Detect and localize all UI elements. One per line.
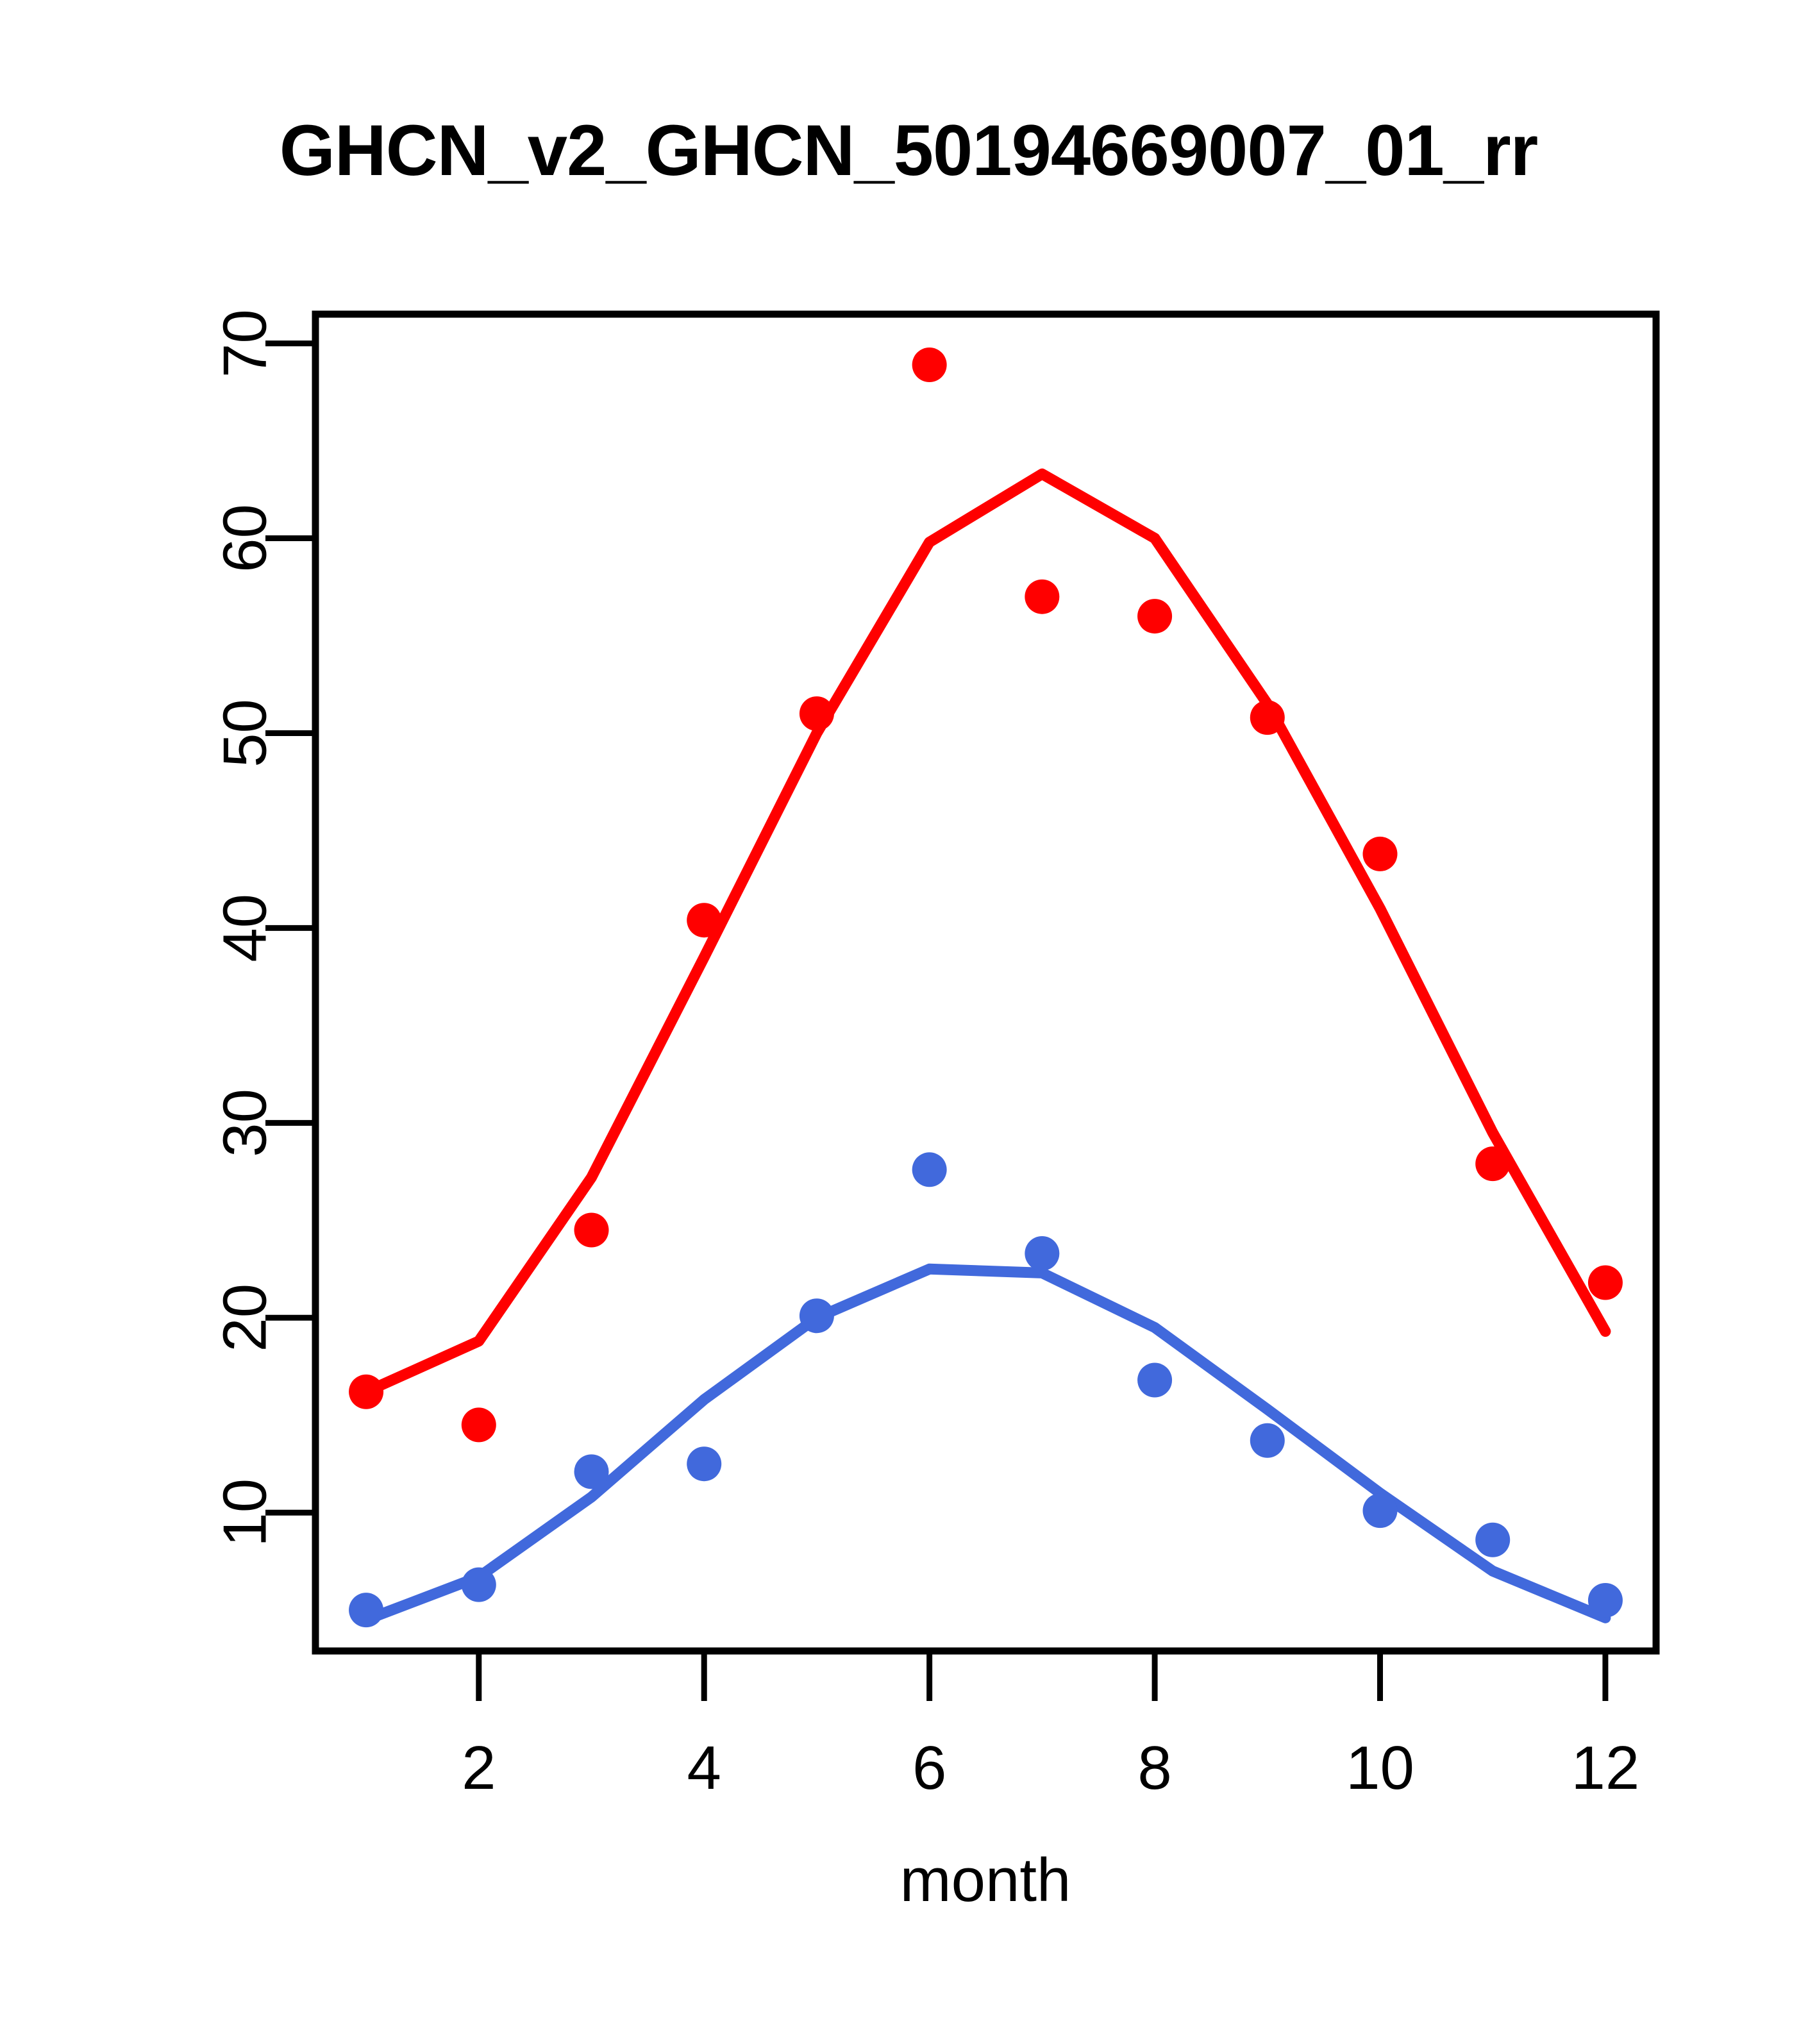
y-tick-label-40: 40 [211, 894, 280, 962]
series-line-red-line [360, 468, 1611, 1398]
data-point-blue-points-5 [799, 1298, 834, 1334]
data-point-blue-points-4 [687, 1446, 722, 1482]
series-lines [360, 468, 1611, 1625]
data-point-red-points-11 [1475, 1146, 1511, 1182]
data-point-red-points-4 [687, 903, 722, 938]
data-point-blue-points-3 [574, 1454, 609, 1489]
data-point-blue-points-1 [349, 1593, 384, 1628]
y-tick-label-30: 30 [211, 1089, 280, 1157]
data-point-red-points-5 [799, 696, 834, 732]
y-axis-tick-labels: 10 20 30 40 50 60 70 [211, 309, 280, 1546]
data-point-red-points-12 [1587, 1265, 1623, 1300]
data-point-red-points-7 [1025, 579, 1060, 614]
x-tick-label-10: 10 [1346, 1734, 1414, 1802]
y-tick-label-70: 70 [211, 309, 280, 378]
series-line-blue-line [360, 1263, 1611, 1625]
x-axis-tick-labels: 2 4 6 8 10 12 [462, 1734, 1639, 1802]
y-tick-label-10: 10 [211, 1479, 280, 1547]
data-point-red-points-6 [912, 348, 947, 383]
x-axis-title: month [900, 1846, 1071, 1914]
data-point-red-points-10 [1362, 836, 1398, 871]
data-point-red-points-3 [574, 1212, 609, 1248]
data-point-red-points-2 [461, 1407, 496, 1443]
y-tick-label-60: 60 [211, 504, 280, 573]
x-tick-label-4: 4 [687, 1734, 721, 1802]
data-point-blue-points-7 [1025, 1236, 1060, 1271]
data-point-red-points-1 [349, 1374, 384, 1409]
x-tick-label-2: 2 [462, 1734, 496, 1802]
data-point-blue-points-12 [1587, 1582, 1623, 1618]
y-axis-ticks [265, 340, 315, 1516]
data-point-blue-points-9 [1250, 1423, 1285, 1458]
data-point-blue-points-11 [1475, 1522, 1511, 1557]
page-title: GHCN_v2_GHCN_50194669007_01_rr [279, 110, 1538, 190]
data-point-blue-points-8 [1137, 1362, 1173, 1398]
plot-frame [312, 310, 1660, 1655]
x-tick-label-12: 12 [1571, 1734, 1640, 1802]
series-points [349, 348, 1623, 1628]
data-point-red-points-9 [1250, 700, 1285, 735]
data-point-blue-points-10 [1362, 1493, 1398, 1529]
data-point-blue-points-2 [461, 1567, 496, 1602]
x-axis-ticks [476, 1651, 1609, 1701]
data-point-red-points-8 [1137, 599, 1173, 634]
y-tick-label-20: 20 [211, 1284, 280, 1352]
x-tick-label-8: 8 [1137, 1734, 1171, 1802]
data-point-blue-points-6 [912, 1152, 947, 1187]
y-tick-label-50: 50 [211, 699, 280, 767]
x-tick-label-6: 6 [912, 1734, 946, 1802]
